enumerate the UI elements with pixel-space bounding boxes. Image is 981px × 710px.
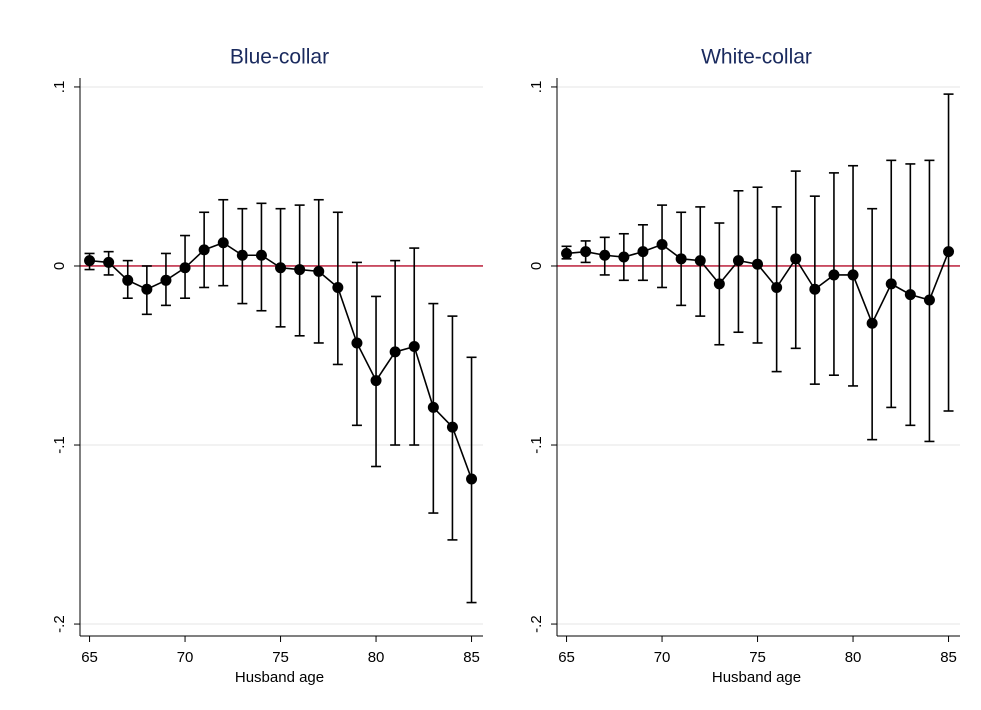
data-point (790, 253, 802, 265)
data-point (313, 265, 325, 277)
x-tick-label: 75 (272, 649, 289, 666)
data-point (694, 255, 706, 267)
x-axis-label: Husband age (235, 669, 324, 686)
data-point (732, 255, 744, 267)
data-point (84, 255, 96, 267)
x-tick-label: 70 (654, 649, 671, 666)
x-tick-label: 65 (558, 649, 575, 666)
data-point (809, 283, 821, 295)
data-point (446, 421, 458, 433)
y-tick-label: .1 (51, 81, 68, 94)
data-point (885, 278, 897, 290)
data-point (675, 253, 687, 265)
x-tick-label: 80 (845, 649, 862, 666)
x-tick-label: 75 (749, 649, 766, 666)
y-tick-label: 0 (528, 262, 545, 270)
data-point (943, 246, 955, 258)
data-point (618, 251, 630, 263)
data-point (561, 247, 573, 259)
panel-title: White-collar (701, 46, 812, 69)
data-point (408, 341, 420, 353)
data-point (866, 317, 878, 329)
y-tick-label: -.2 (51, 615, 68, 633)
data-point (351, 337, 363, 349)
y-tick-label: -.1 (51, 436, 68, 454)
data-point (580, 246, 592, 258)
data-point (637, 246, 649, 258)
data-point (198, 244, 210, 256)
panel-title: Blue-collar (230, 46, 329, 69)
data-point (389, 346, 401, 358)
y-tick-label: .1 (528, 81, 545, 94)
x-tick-label: 70 (177, 649, 194, 666)
data-point (923, 294, 935, 306)
x-tick-label: 85 (940, 649, 957, 666)
data-point (255, 249, 267, 261)
data-point (713, 278, 725, 290)
data-point (179, 262, 191, 274)
y-tick-label: -.2 (528, 615, 545, 633)
data-point (103, 256, 115, 268)
y-tick-label: -.1 (528, 436, 545, 454)
data-point (122, 274, 134, 286)
x-tick-label: 85 (463, 649, 480, 666)
data-point (294, 264, 306, 276)
data-point (904, 289, 916, 301)
data-point (332, 281, 344, 293)
data-point (275, 262, 287, 274)
x-axis-label: Husband age (712, 669, 801, 686)
data-point (828, 269, 840, 281)
data-point (771, 281, 783, 293)
data-point (752, 258, 764, 270)
data-point (599, 249, 611, 261)
data-point (217, 237, 229, 249)
data-point (847, 269, 859, 281)
data-point (427, 401, 439, 413)
data-point (370, 375, 382, 387)
y-tick-label: 0 (51, 262, 68, 270)
data-point (466, 473, 478, 485)
data-point (656, 239, 668, 250)
x-tick-label: 80 (368, 649, 385, 666)
data-point (141, 283, 153, 295)
data-point (236, 249, 248, 261)
data-point (160, 274, 172, 286)
x-tick-label: 65 (81, 649, 98, 666)
